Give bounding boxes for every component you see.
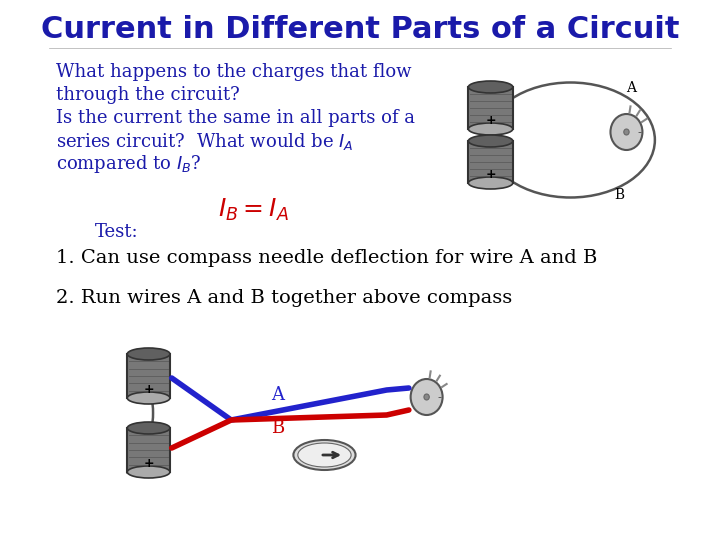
Text: +: + — [143, 457, 154, 470]
Circle shape — [410, 379, 443, 415]
Bar — [468, 141, 513, 183]
Circle shape — [624, 129, 629, 135]
Ellipse shape — [127, 392, 170, 404]
Text: A: A — [626, 81, 636, 95]
Text: +: + — [485, 168, 496, 181]
Text: $I_B = I_A$: $I_B = I_A$ — [218, 197, 289, 223]
Text: series circuit?  What would be $I_A$: series circuit? What would be $I_A$ — [56, 131, 354, 152]
Text: compared to $I_B$?: compared to $I_B$? — [56, 153, 202, 175]
Ellipse shape — [293, 440, 356, 470]
Ellipse shape — [127, 466, 170, 478]
Ellipse shape — [468, 177, 513, 189]
Text: 1. Can use compass needle deflection for wire A and B: 1. Can use compass needle deflection for… — [56, 249, 598, 267]
Text: A: A — [271, 386, 284, 404]
Ellipse shape — [468, 123, 513, 135]
Ellipse shape — [127, 422, 170, 434]
Text: Test:: Test: — [95, 223, 139, 241]
Text: B: B — [614, 188, 624, 202]
Text: Is the current the same in all parts of a: Is the current the same in all parts of … — [56, 109, 415, 127]
Ellipse shape — [468, 135, 513, 147]
Text: +: + — [143, 383, 154, 396]
Ellipse shape — [468, 81, 513, 93]
Circle shape — [611, 114, 642, 150]
Ellipse shape — [127, 348, 170, 360]
Bar — [127, 354, 170, 398]
Ellipse shape — [298, 443, 351, 467]
Text: -: - — [638, 127, 642, 137]
Text: through the circuit?: through the circuit? — [56, 86, 240, 104]
Bar — [468, 87, 513, 129]
Text: +: + — [485, 114, 496, 127]
Text: B: B — [271, 419, 284, 437]
Bar — [127, 428, 170, 472]
Text: 2. Run wires A and B together above compass: 2. Run wires A and B together above comp… — [56, 289, 513, 307]
Text: Current in Different Parts of a Circuit: Current in Different Parts of a Circuit — [41, 16, 679, 44]
Text: -: - — [438, 392, 442, 402]
Text: What happens to the charges that flow: What happens to the charges that flow — [56, 63, 412, 81]
Circle shape — [424, 394, 429, 400]
